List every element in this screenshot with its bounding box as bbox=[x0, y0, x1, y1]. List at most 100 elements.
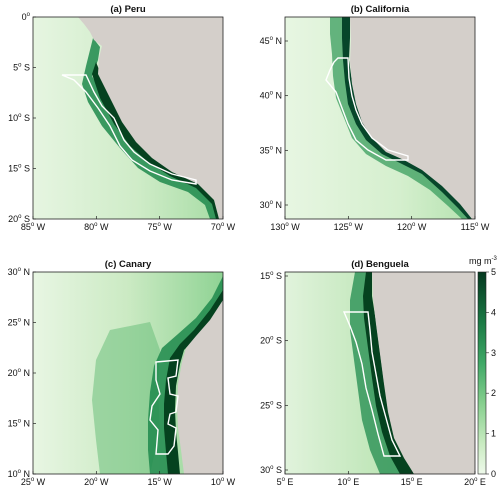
lat-tick-label: 20o N bbox=[8, 368, 30, 378]
lon-tick-label: 20o W bbox=[84, 477, 109, 487]
land-south-america bbox=[78, 17, 223, 219]
lat-tick-label: 35o N bbox=[260, 145, 282, 155]
degree-sign: o bbox=[18, 318, 22, 324]
degree-sign: o bbox=[270, 36, 274, 42]
coastal-dense-band bbox=[363, 272, 414, 474]
degree-sign: o bbox=[270, 91, 274, 97]
lat-tick-label: 30o N bbox=[260, 200, 282, 210]
map-frame bbox=[284, 16, 476, 220]
lat-tick-label: 10o N bbox=[8, 469, 30, 479]
land-africa-northwest bbox=[177, 272, 223, 474]
map-frame bbox=[284, 271, 476, 475]
degree-sign: o bbox=[270, 400, 274, 406]
lon-tick-label: 75o W bbox=[147, 222, 172, 232]
degree-sign: o bbox=[221, 477, 225, 483]
lat-tick-label: 30o N bbox=[8, 267, 30, 277]
land-north-america bbox=[350, 17, 475, 219]
degree-sign: o bbox=[18, 214, 22, 220]
colorbar-gradient bbox=[477, 271, 487, 475]
colorbar-tick-label: 3 bbox=[491, 348, 496, 358]
coastal-dense-band bbox=[164, 290, 223, 474]
lat-tick-label: 0o bbox=[22, 12, 31, 22]
colorbar-unit: mg m-3 bbox=[469, 256, 497, 266]
lon-tick-label: 70o W bbox=[211, 222, 236, 232]
colorbar: mg m-3 0 1 2 3 4 5 bbox=[469, 256, 497, 479]
panel-title: (b) California bbox=[351, 4, 410, 15]
lon-tick-label: 15o W bbox=[147, 477, 172, 487]
upwelling-boundary bbox=[342, 311, 402, 457]
degree-sign: o bbox=[474, 477, 478, 483]
degree-sign: o bbox=[270, 271, 274, 277]
degree-sign: o bbox=[411, 477, 415, 483]
panel-benguela: (d) Benguela 5o E 10o E 15o E 20o E 15o S 20o… bbox=[260, 259, 486, 487]
degree-sign: o bbox=[158, 222, 162, 228]
degree-sign: o bbox=[270, 465, 274, 471]
axis-ticks: 5o E 10o E 15o E 20o E 15o S 20o S 25o S 30o S bbox=[260, 271, 486, 487]
degree-sign: o bbox=[349, 222, 353, 228]
lat-tick-label: 10o S bbox=[8, 113, 30, 123]
lon-tick-label: 120o W bbox=[397, 222, 427, 232]
lat-tick-label: 20o S bbox=[8, 214, 30, 224]
land-africa-southwest bbox=[372, 272, 475, 474]
lon-tick-label: 10o E bbox=[337, 477, 359, 487]
lon-tick-label: 10o W bbox=[211, 477, 236, 487]
panel-title: (d) Benguela bbox=[351, 259, 409, 270]
lon-tick-label: 125o W bbox=[334, 222, 364, 232]
upwelling-boundary bbox=[61, 74, 197, 185]
lat-tick-label: 15o N bbox=[8, 419, 30, 429]
coastal-upwelling-band bbox=[82, 38, 222, 219]
degree-sign: o bbox=[18, 164, 22, 170]
lat-tick-label: 5o S bbox=[13, 63, 30, 73]
lat-tick-label: 40o N bbox=[260, 91, 282, 101]
degree-sign: o bbox=[18, 368, 22, 374]
panel-title: (a) Peru bbox=[110, 4, 146, 15]
degree-sign: o bbox=[270, 200, 274, 206]
lat-tick-label: 20o S bbox=[260, 336, 282, 346]
colorbar-ticks: 0 1 2 3 4 5 bbox=[486, 267, 496, 479]
lon-tick-label: 20o E bbox=[464, 477, 486, 487]
lat-tick-label: 30o S bbox=[260, 465, 282, 475]
degree-sign: o bbox=[158, 477, 162, 483]
degree-sign: o bbox=[412, 222, 416, 228]
degree-sign: o bbox=[94, 477, 98, 483]
lon-tick-label: 115o W bbox=[461, 222, 490, 232]
degree-sign: o bbox=[94, 222, 98, 228]
axis-ticks: 85o W 80o W 75o W 70o W 0o 5o S 10o S 15o S 20o … bbox=[8, 12, 236, 232]
upwelling-boundary bbox=[149, 359, 179, 455]
degree-sign: o bbox=[221, 222, 225, 228]
lat-tick-label: 25o N bbox=[8, 318, 30, 328]
degree-sign: o bbox=[18, 63, 22, 69]
lon-tick-label: 80o W bbox=[84, 222, 109, 232]
degree-sign: o bbox=[347, 477, 351, 483]
colorbar-tick-label: 2 bbox=[491, 388, 496, 398]
degree-sign: o bbox=[27, 12, 31, 18]
degree-sign: o bbox=[18, 267, 22, 273]
lon-tick-label: 5o E bbox=[277, 477, 294, 487]
degree-sign: o bbox=[31, 222, 35, 228]
lat-tick-label: 15o S bbox=[260, 271, 282, 281]
panel-title: (c) Canary bbox=[105, 259, 152, 270]
axis-ticks: 25o W 20o W 15o W 10o W 30o N 25o N 20o N 15o N… bbox=[8, 267, 236, 487]
degree-sign: o bbox=[18, 419, 22, 425]
panel-california: (b) California 130o W 125o W 120o W 115o W 4… bbox=[260, 4, 490, 232]
degree-sign: o bbox=[270, 336, 274, 342]
degree-sign: o bbox=[475, 222, 479, 228]
colorbar-tick-label: 5 bbox=[491, 267, 496, 277]
lat-tick-label: 25o S bbox=[260, 400, 282, 410]
degree-sign: o bbox=[31, 477, 35, 483]
degree-sign: o bbox=[270, 145, 274, 151]
degree-sign: o bbox=[18, 113, 22, 119]
lon-tick-label: 130o W bbox=[270, 222, 300, 232]
colorbar-tick-label: 1 bbox=[491, 429, 496, 439]
panel-peru: (a) Peru 85o W 80o W 75o W 70o W 0o 5o S 10o S… bbox=[8, 4, 236, 232]
colorbar-tick-label: 4 bbox=[491, 307, 496, 317]
lon-tick-label: 15o E bbox=[401, 477, 423, 487]
degree-sign: o bbox=[285, 222, 289, 228]
lat-tick-label: 15o S bbox=[8, 164, 30, 174]
lat-tick-label: 45o N bbox=[260, 36, 282, 46]
axis-ticks: 130o W 125o W 120o W 115o W 45o N 40o N 35o N 3… bbox=[260, 36, 490, 232]
lon-tick-label: 85o W bbox=[21, 222, 46, 232]
upwelling-boundary bbox=[325, 57, 409, 161]
